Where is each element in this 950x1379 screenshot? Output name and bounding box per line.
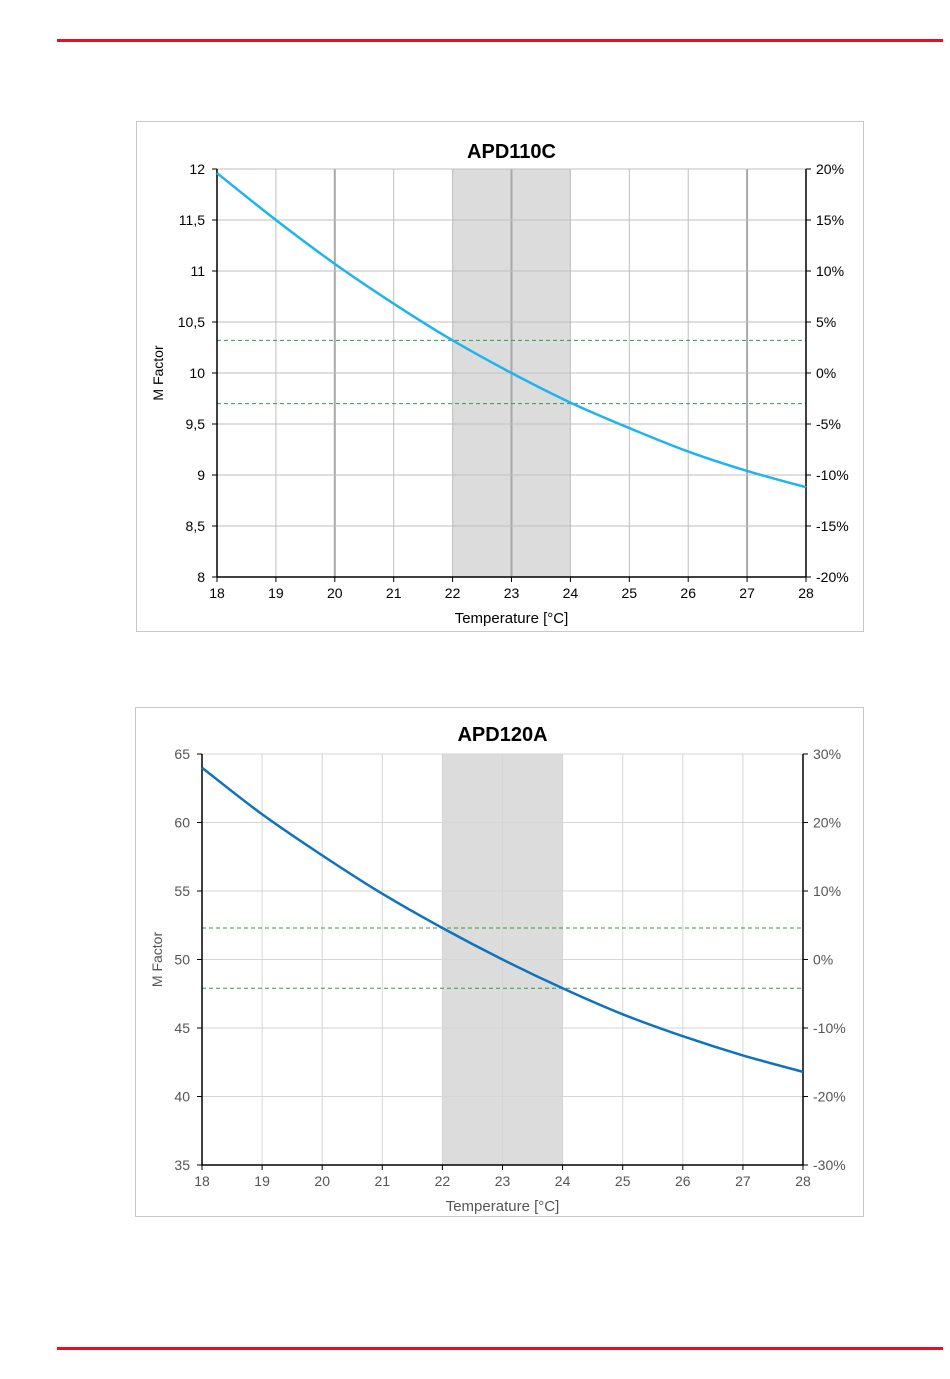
y-tick-label: 11 (190, 263, 205, 279)
y2-tick-label: 5% (816, 314, 836, 330)
x-tick-label: 22 (435, 1173, 451, 1189)
y-tick-label: 10 (189, 365, 205, 381)
y-tick-label: 8,5 (186, 518, 206, 534)
y2-tick-label: -30% (813, 1157, 846, 1173)
y-axis-label: M Factor (149, 932, 165, 988)
x-axis-label: Temperature [°C] (446, 1198, 560, 1215)
y2-tick-label: -10% (813, 1020, 846, 1036)
chart-apd120a: 18 19 20 21 22 23 24 25 26 27 28 35 40 45 50 55 60 65 -30%… (135, 707, 864, 1217)
y2-tick-label: 10% (816, 263, 844, 279)
y-tick-label: 65 (174, 746, 190, 762)
y-tick-label: 11,5 (179, 212, 205, 228)
y2-tick-label: 30% (813, 746, 841, 762)
x-tick-label: 20 (327, 585, 343, 601)
x-tick-label: 19 (268, 585, 284, 601)
x-tick-label: 23 (495, 1173, 511, 1189)
x-tick-label: 19 (254, 1173, 270, 1189)
y2-tick-label: 20% (813, 815, 841, 831)
x-tick-label: 25 (622, 585, 638, 601)
y2-tick-label: -20% (816, 569, 849, 585)
y-axis-label: M Factor (150, 345, 166, 401)
x-tick-label: 20 (314, 1173, 330, 1189)
y2-tick-label: 0% (816, 365, 836, 381)
x-axis-label: Temperature [°C] (455, 610, 569, 627)
x-tick-label: 24 (555, 1173, 571, 1189)
y2-tick-label: 15% (816, 212, 844, 228)
y2-tick-label: -5% (816, 416, 841, 432)
x-tick-label: 28 (795, 1173, 811, 1189)
y2-tick-label: 10% (813, 883, 841, 899)
x-tick-label: 18 (209, 585, 225, 601)
x-tick-label: 26 (675, 1173, 691, 1189)
x-tick-label: 24 (563, 585, 579, 601)
series-line (216, 172, 807, 489)
y-tick-label: 9 (197, 467, 205, 483)
chart-title: APD120A (457, 724, 547, 746)
x-tick-label: 28 (798, 585, 814, 601)
x-tick-label: 21 (375, 1173, 391, 1189)
x-tick-label: 23 (504, 585, 520, 601)
chart-apd110c: 18 19 20 21 22 23 24 25 26 27 28 8 8,5 9 9,5 10 10,5 11 11… (136, 121, 864, 632)
x-tick-label: 27 (735, 1173, 751, 1189)
y-tick-label: 60 (174, 815, 190, 831)
y2-tick-label: -15% (816, 518, 849, 534)
y2-tick-label: 0% (813, 952, 833, 968)
y2-tick-label: 20% (816, 161, 844, 177)
chart-title: APD110C (467, 141, 556, 163)
y-tick-label: 12 (189, 161, 205, 177)
x-tick-label: 25 (615, 1173, 631, 1189)
y-tick-label: 55 (174, 883, 190, 899)
chart-svg: 18 19 20 21 22 23 24 25 26 27 28 8 8,5 9 9,5 10 10,5 11 11… (150, 141, 849, 627)
x-tick-label: 18 (194, 1173, 210, 1189)
y-tick-label: 9,5 (186, 416, 206, 432)
y-tick-label: 40 (174, 1089, 190, 1105)
series-line (201, 766, 804, 1074)
footer-rule (57, 1347, 943, 1350)
chart-svg: 18 19 20 21 22 23 24 25 26 27 28 35 40 45 50 55 60 65 -30%… (149, 724, 846, 1215)
header-rule (57, 39, 943, 42)
x-tick-label: 26 (680, 585, 696, 601)
y-tick-label: 8 (197, 569, 205, 585)
x-tick-label: 27 (739, 585, 755, 601)
y-tick-label: 35 (174, 1157, 190, 1173)
y-tick-label: 45 (174, 1020, 190, 1036)
x-tick-label: 22 (445, 585, 461, 601)
x-tick-label: 21 (386, 585, 402, 601)
y-tick-label: 50 (174, 952, 190, 968)
y2-tick-label: -20% (813, 1089, 846, 1105)
y-tick-label: 10,5 (178, 314, 205, 330)
y2-tick-label: -10% (816, 467, 849, 483)
